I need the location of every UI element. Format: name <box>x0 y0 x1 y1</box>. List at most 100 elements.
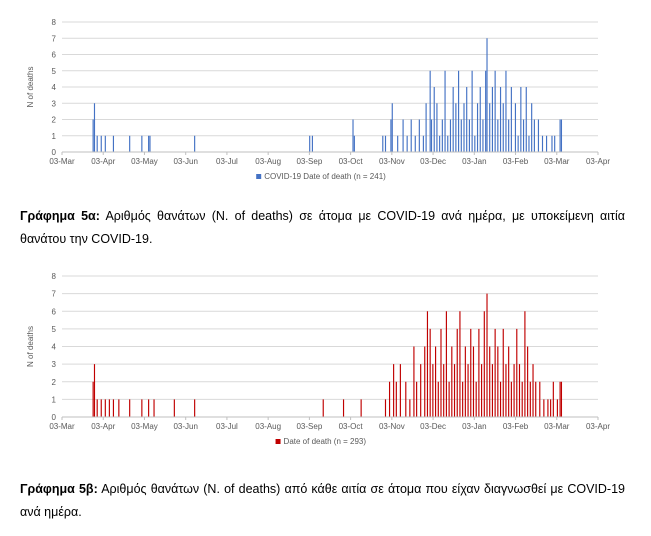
bar <box>470 328 472 417</box>
bar <box>479 87 481 152</box>
bar <box>463 103 465 152</box>
bar <box>422 135 424 152</box>
bar <box>494 328 496 417</box>
bar <box>436 103 438 152</box>
y-tick-label: 2 <box>52 116 57 125</box>
bar <box>517 135 519 152</box>
bar <box>535 381 537 417</box>
bar <box>430 119 433 152</box>
bar <box>129 399 131 417</box>
bar <box>194 135 196 152</box>
bar <box>489 346 491 417</box>
bar <box>96 135 98 152</box>
bar <box>471 70 473 152</box>
bar <box>520 87 522 152</box>
bar <box>505 70 507 152</box>
caption-5a-label: Γράφημα 5α: <box>20 209 100 223</box>
bar <box>559 119 561 152</box>
bar <box>148 135 150 152</box>
bar <box>466 87 468 152</box>
bar <box>420 364 422 417</box>
bar <box>194 399 196 417</box>
bar <box>112 399 115 417</box>
x-tick-label: 03-Mar <box>49 422 75 431</box>
bar <box>462 381 464 417</box>
bar <box>309 135 311 152</box>
x-tick-label: 03-Jul <box>216 157 238 166</box>
y-tick-label: 3 <box>52 360 57 369</box>
bar <box>541 135 544 152</box>
bar <box>352 119 354 152</box>
bar <box>441 119 443 152</box>
bar <box>439 135 441 152</box>
bar <box>399 364 401 417</box>
x-tick-label: 03-May <box>131 157 158 166</box>
x-tick-label: 03-Aug <box>255 157 281 166</box>
bar <box>554 135 556 152</box>
bar <box>92 119 94 152</box>
bar <box>551 135 553 152</box>
x-tick-label: 03-Oct <box>339 422 364 431</box>
x-tick-label: 03-Apr <box>586 422 610 431</box>
bar <box>497 346 499 417</box>
bar <box>424 346 426 417</box>
bar <box>384 135 387 152</box>
bar <box>395 381 397 417</box>
bar <box>92 381 94 417</box>
bar <box>491 364 493 417</box>
bar <box>388 381 391 417</box>
bar <box>449 119 452 152</box>
bar <box>104 399 106 417</box>
bar <box>514 103 517 152</box>
bar <box>153 399 155 417</box>
bar <box>413 346 415 417</box>
bar <box>112 135 115 152</box>
bar <box>443 364 445 417</box>
bar <box>410 119 412 152</box>
bar <box>382 135 384 152</box>
y-tick-label: 4 <box>52 83 57 92</box>
y-tick-label: 5 <box>52 67 57 76</box>
bar <box>556 399 558 417</box>
y-tick-label: 6 <box>52 51 57 60</box>
bar <box>448 381 450 417</box>
bar <box>360 399 362 417</box>
bar <box>533 119 535 152</box>
bar <box>499 381 502 417</box>
bar <box>414 135 416 152</box>
bar <box>510 381 512 417</box>
bar <box>418 119 420 152</box>
y-tick-label: 4 <box>52 343 57 352</box>
bar <box>543 399 545 417</box>
bar <box>481 364 483 417</box>
bar <box>499 87 502 152</box>
chart-5b-svg: 0 1 2 3 4 5 6 7 8 03-Mar 03-Apr 03-May 03-Jun 03-Jul 0… <box>26 272 610 446</box>
x-tick-label: 03-Nov <box>379 422 405 431</box>
bar <box>485 70 487 152</box>
bar <box>409 399 411 417</box>
legend-label: COVID-19 Date of death (n = 241) <box>264 172 386 181</box>
x-tick-label: 03-Jan <box>462 157 486 166</box>
bar <box>467 364 469 417</box>
bar <box>435 346 437 417</box>
bar <box>141 135 143 152</box>
bar <box>447 135 449 152</box>
bar <box>528 135 530 152</box>
bar <box>444 70 446 152</box>
y-tick-label: 8 <box>52 18 57 27</box>
x-tick-label: 03-May <box>131 422 158 431</box>
bar <box>100 135 102 152</box>
chart-5a: 0 1 2 3 4 5 6 7 8 03-Mar 03-Apr 03-May 03-Jun 03-Jul 0… <box>0 0 651 200</box>
bar <box>516 328 518 417</box>
bar <box>393 364 395 417</box>
bar <box>108 399 110 417</box>
bar <box>552 381 554 417</box>
caption-5b-label: Γράφημα 5β: <box>20 482 98 496</box>
x-tick-label: 03-Jun <box>173 157 197 166</box>
bar <box>458 70 460 152</box>
bar <box>521 381 523 417</box>
bar <box>459 311 461 417</box>
bar <box>486 38 488 152</box>
bar <box>460 119 462 152</box>
bar <box>508 119 510 152</box>
